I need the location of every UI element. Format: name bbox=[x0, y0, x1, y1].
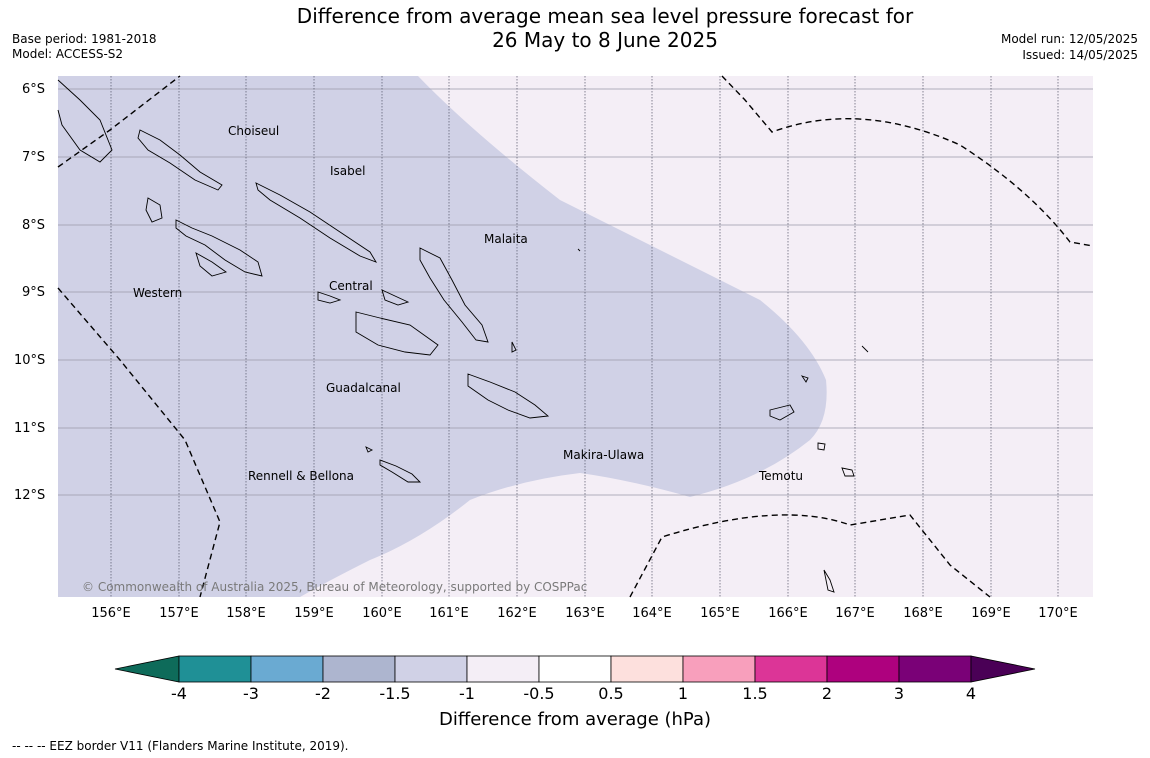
lon-label-168e: 168°E bbox=[903, 606, 943, 621]
lon-label-158e: 158°E bbox=[226, 606, 266, 621]
colorbar-extend-max bbox=[970, 655, 1036, 683]
colorbar-tick-3: 3 bbox=[893, 684, 905, 703]
colorbar-segment bbox=[250, 655, 324, 683]
lon-label-164e: 164°E bbox=[632, 606, 672, 621]
place-label-temotu: Temotu bbox=[759, 469, 804, 483]
bougainville-coast bbox=[57, 79, 113, 163]
lat-label-10s: 10°S bbox=[14, 353, 46, 368]
title-line-1: Difference from average mean sea level p… bbox=[296, 4, 914, 28]
lon-label-167e: 167°E bbox=[835, 606, 875, 621]
place-label-guadalcanal: Guadalcanal bbox=[326, 381, 401, 395]
rennell-island bbox=[379, 459, 422, 483]
colorbar-segment bbox=[466, 655, 540, 683]
malaita-island bbox=[419, 247, 489, 343]
colorbar-tick-minus-1-5: -1.5 bbox=[379, 684, 411, 703]
colorbar-tick-minus-3: -3 bbox=[243, 684, 259, 703]
rendova bbox=[195, 252, 228, 277]
lon-label-163e: 163°E bbox=[565, 606, 605, 621]
lon-label-169e: 169°E bbox=[971, 606, 1011, 621]
model-run: Model run: 12/05/2025 bbox=[1000, 32, 1138, 46]
colorbar-tick-minus-0-5: -0.5 bbox=[523, 684, 555, 703]
torres-islands bbox=[823, 569, 835, 593]
copyright-notice: © Commonwealth of Australia 2025, Bureau… bbox=[82, 580, 588, 594]
model-name: Model: ACCESS-S2 bbox=[12, 47, 124, 61]
colorbar-tick-4: 4 bbox=[965, 684, 977, 703]
lon-label-165e: 165°E bbox=[700, 606, 740, 621]
colorbar-tick-minus-4: -4 bbox=[171, 684, 187, 703]
lat-label-8s: 8°S bbox=[22, 218, 46, 233]
lat-label-11s: 11°S bbox=[14, 421, 46, 436]
islands bbox=[57, 79, 869, 593]
santa-cruz-island bbox=[769, 404, 795, 421]
eez-borders bbox=[57, 75, 1094, 598]
colorbar-tick-1: 1 bbox=[677, 684, 689, 703]
colorbar-tick-minus-2: -2 bbox=[315, 684, 331, 703]
place-label-choiseul: Choiseul bbox=[228, 124, 280, 138]
russell-islands bbox=[381, 289, 410, 306]
title-line-2: 26 May to 8 June 2025 bbox=[492, 28, 718, 52]
colorbar-tick-0-5: 0.5 bbox=[598, 684, 624, 703]
lat-label-9s: 9°S bbox=[22, 285, 46, 300]
reef-islands bbox=[800, 375, 809, 383]
vanikoro-island bbox=[841, 467, 855, 477]
choiseul-island bbox=[137, 129, 223, 191]
place-label-rennell-bellona: Rennell & Bellona bbox=[248, 469, 355, 483]
lon-label-159e: 159°E bbox=[294, 606, 334, 621]
lon-label-157e: 157°E bbox=[159, 606, 199, 621]
bellona-island bbox=[365, 446, 374, 453]
colorbar-segment bbox=[826, 655, 900, 683]
colorbar-segment bbox=[610, 655, 684, 683]
colorbar-tick-minus-1: -1 bbox=[459, 684, 475, 703]
colorbar-segment bbox=[898, 655, 972, 683]
florida-islands bbox=[317, 291, 342, 304]
place-label-isabel: Isabel bbox=[330, 164, 366, 178]
colorbar-tick-2: 2 bbox=[821, 684, 833, 703]
place-label-malaita: Malaita bbox=[484, 232, 528, 246]
colorbar-title: Difference from average (hPa) bbox=[438, 709, 712, 730]
colorbar-segment bbox=[394, 655, 468, 683]
duff-islands bbox=[861, 345, 869, 353]
lat-label-7s: 7°S bbox=[22, 150, 46, 165]
colorbar-segment bbox=[322, 655, 396, 683]
lon-label-160e: 160°E bbox=[362, 606, 402, 621]
makira-island bbox=[467, 373, 550, 419]
colorbar-segment bbox=[178, 655, 252, 683]
issued-date: Issued: 14/05/2025 bbox=[1022, 48, 1138, 62]
lon-label-162e: 162°E bbox=[497, 606, 537, 621]
colorbar-segment bbox=[538, 655, 612, 683]
anomaly-minus-one-region bbox=[58, 76, 827, 597]
isabel-island bbox=[255, 182, 378, 263]
place-label-makira-ulawa: Makira-Ulawa bbox=[563, 448, 645, 462]
vella-lavella bbox=[145, 197, 163, 223]
lon-label-156e: 156°E bbox=[91, 606, 131, 621]
lon-label-170e: 170°E bbox=[1038, 606, 1078, 621]
eez-footnote: -- -- -- EEZ border V11 (Flanders Marine… bbox=[12, 739, 349, 753]
place-label-central: Central bbox=[329, 279, 373, 293]
lon-label-161e: 161°E bbox=[429, 606, 469, 621]
lat-label-6s: 6°S bbox=[22, 82, 46, 97]
utupua-island bbox=[817, 442, 826, 451]
colorbar-extend-min bbox=[114, 655, 180, 683]
place-label-western: Western bbox=[133, 286, 183, 300]
graticule bbox=[58, 88, 1093, 496]
colorbar-tick-1-5: 1.5 bbox=[742, 684, 768, 703]
colorbar-segment bbox=[754, 655, 828, 683]
colorbar-segment bbox=[682, 655, 756, 683]
ulawa-island bbox=[511, 341, 517, 353]
lat-label-12s: 12°S bbox=[14, 488, 46, 503]
base-period: Base period: 1981-2018 bbox=[12, 32, 157, 46]
lon-label-166e: 166°E bbox=[768, 606, 808, 621]
guadalcanal-island bbox=[355, 311, 439, 356]
new-georgia-island bbox=[175, 219, 263, 277]
sikaiana-atoll bbox=[577, 248, 581, 252]
